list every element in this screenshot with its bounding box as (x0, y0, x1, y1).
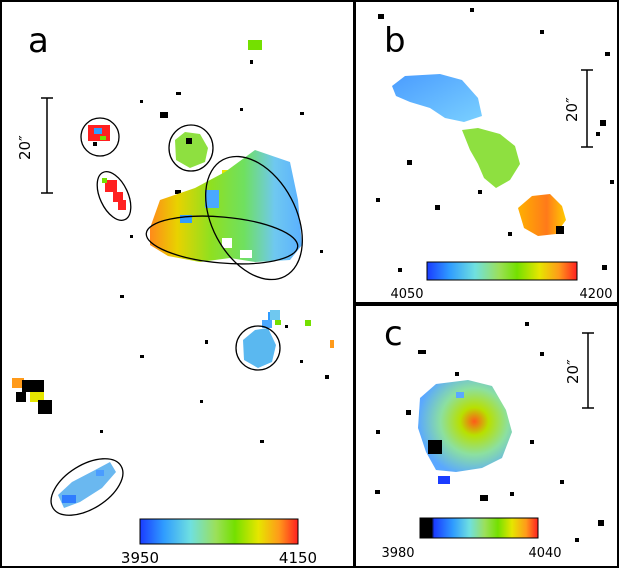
panel-b-scale-bar (581, 69, 593, 148)
ellipse-east (235, 325, 281, 371)
panel-a-scale-label: 20″ (16, 135, 34, 160)
panel-a-frame (0, 0, 355, 568)
panel-a-galaxy-east (243, 310, 280, 368)
panel-c-colorbar-max: 4040 (528, 546, 561, 561)
panel-b-galaxy-middle (462, 128, 520, 188)
panel-a-colorbar-min: 3950 (121, 549, 159, 567)
panel-a-galaxy-southwest (58, 462, 116, 508)
panel-c-galaxy (418, 380, 512, 484)
panel-a-letter: a (28, 21, 49, 61)
panel-a-galaxy-north (175, 132, 208, 168)
panel-a: a 20″ (0, 0, 355, 568)
panel-b-colorbar-max: 4200 (579, 287, 612, 302)
ellipse-large-horizontal (145, 215, 299, 265)
panel-a-galaxy-main (150, 150, 302, 262)
panel-b-colorbar-min: 4050 (390, 287, 423, 302)
panel-b-galaxy-lower (518, 194, 566, 236)
panel-b-galaxy-upper (392, 74, 482, 122)
panel-a-colorbar-max: 4150 (279, 549, 317, 567)
panel-b-scale-label: 20″ (563, 97, 581, 122)
panel-c-scale-bar (582, 332, 594, 409)
ellipse-mid-left (96, 171, 132, 221)
ellipse-large-tilted (205, 155, 303, 281)
panel-a-ellipses (50, 117, 303, 516)
ellipse-north (168, 124, 214, 172)
panel-c: c 20″ 3980 4040 (354, 304, 619, 568)
panel-c-scale-label: 20″ (564, 359, 582, 384)
panel-c-colorbar-min: 3980 (381, 546, 414, 561)
panel-c-letter: c (384, 314, 403, 354)
panel-c-colorbar (419, 517, 539, 539)
ellipse-southwest (50, 458, 124, 516)
panel-b-letter: b (384, 21, 406, 61)
panel-b-colorbar (426, 261, 578, 281)
panel-a-galaxy-west (12, 378, 52, 414)
panel-a-scale-bar (41, 97, 53, 194)
panel-a-colorbar (139, 518, 299, 545)
panel-a-galaxy-red-top (88, 125, 110, 146)
panel-a-galaxy-red-mid (102, 178, 126, 210)
ellipse-top-left (80, 117, 120, 157)
panel-b: b 20″ 4050 4200 (354, 0, 619, 304)
